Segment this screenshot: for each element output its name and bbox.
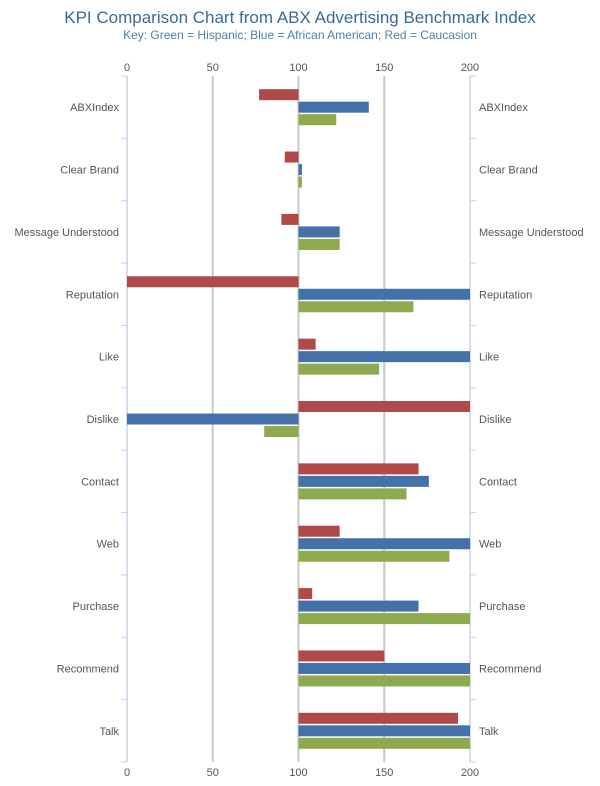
bar: [298, 301, 414, 313]
category-label-left: Contact: [81, 476, 119, 488]
category-label-left: Talk: [99, 726, 119, 738]
category-label-right: Like: [479, 352, 499, 364]
bar: [298, 550, 450, 562]
bar: [298, 600, 419, 612]
bar: [298, 164, 302, 176]
bar: [281, 213, 299, 225]
bar: [298, 538, 470, 550]
bar: [298, 650, 385, 662]
bar: [259, 89, 299, 101]
category-label-right: Web: [479, 539, 501, 551]
category-label-left: Purchase: [73, 601, 119, 613]
bar: [298, 351, 470, 363]
bar: [298, 675, 470, 687]
bar: [298, 662, 470, 674]
bars-layer: [127, 89, 470, 749]
bar: [298, 114, 337, 126]
x-tick-label-top: 50: [207, 62, 219, 74]
bar: [127, 276, 299, 288]
category-label-right: Dislike: [479, 414, 511, 426]
bar: [298, 363, 380, 375]
bar: [298, 525, 340, 537]
bar: [264, 426, 299, 437]
bar: [298, 737, 470, 749]
bar: [298, 101, 369, 113]
bar: [298, 463, 419, 475]
category-label-left: Recommend: [57, 663, 119, 675]
category-label-left: Message Understood: [14, 227, 119, 239]
bar: [298, 288, 470, 300]
x-tick-label-bottom: 0: [124, 767, 130, 779]
category-label-right: Talk: [479, 726, 499, 738]
category-label-left: Like: [99, 352, 119, 364]
category-label-left: Reputation: [66, 289, 119, 301]
x-tick-label-bottom: 100: [289, 767, 307, 779]
bar: [284, 151, 299, 163]
bar: [298, 176, 302, 188]
bar: [298, 226, 340, 238]
bar: [298, 475, 429, 487]
category-label-left: Clear Brand: [60, 165, 119, 177]
category-label-right: Recommend: [479, 663, 541, 675]
category-label-right: ABXIndex: [479, 102, 528, 114]
x-tick-label-bottom: 150: [375, 767, 393, 779]
category-label-right: Clear Brand: [479, 165, 538, 177]
bar: [298, 488, 407, 500]
bar: [298, 613, 470, 625]
chart-title: KPI Comparison Chart from ABX Advertisin…: [64, 8, 536, 27]
category-label-right: Contact: [479, 476, 517, 488]
category-label-left: ABXIndex: [70, 102, 119, 114]
bar: [127, 413, 299, 425]
x-tick-label-top: 150: [375, 62, 393, 74]
labels-layer: 0 0 50 50 100 100 150 150 200 200 ABXIndex ABXIndex…: [14, 62, 583, 779]
bar: [298, 238, 340, 250]
bar: [298, 401, 470, 412]
x-tick-label-top: 200: [461, 62, 479, 74]
category-label-right: Message Understood: [479, 227, 584, 239]
bar: [298, 725, 470, 737]
category-label-left: Dislike: [87, 414, 119, 426]
category-label-right: Purchase: [479, 601, 525, 613]
x-tick-label-top: 100: [289, 62, 307, 74]
x-tick-label-bottom: 200: [461, 767, 479, 779]
bar: [298, 712, 458, 724]
x-tick-label-top: 0: [124, 62, 130, 74]
category-label-left: Web: [97, 539, 119, 551]
bar: [298, 588, 313, 600]
category-label-right: Reputation: [479, 289, 532, 301]
chart-subtitle: Key: Green = Hispanic; Blue = African Am…: [123, 28, 477, 42]
x-tick-label-bottom: 50: [207, 767, 219, 779]
bar: [298, 338, 316, 350]
